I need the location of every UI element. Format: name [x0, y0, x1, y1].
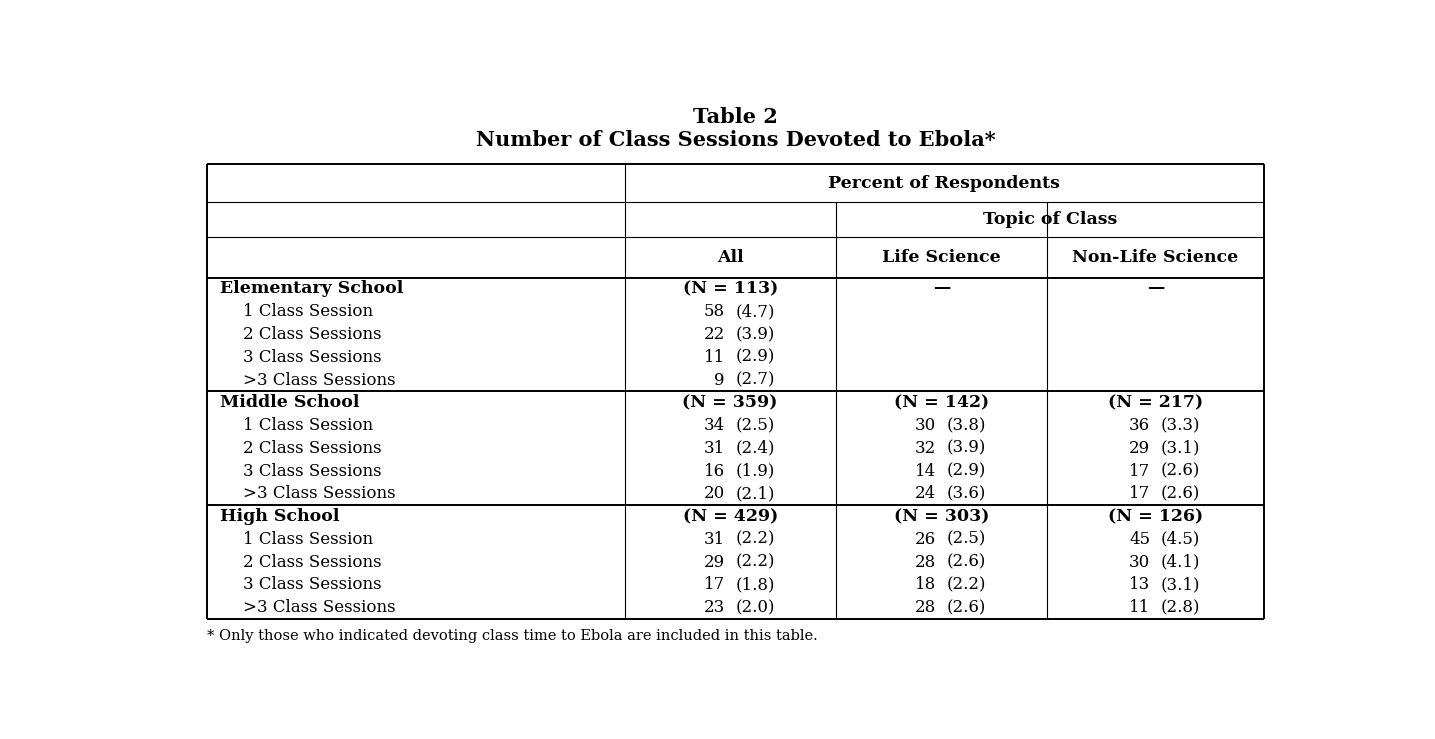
Text: 31: 31	[703, 531, 725, 548]
Text: 30: 30	[916, 417, 936, 434]
Text: (2.5): (2.5)	[947, 531, 986, 548]
Text: 1 Class Session: 1 Class Session	[243, 417, 373, 434]
Text: (N = 217): (N = 217)	[1108, 395, 1203, 412]
Text: 17: 17	[703, 576, 725, 593]
Text: (2.4): (2.4)	[735, 440, 775, 457]
Text: 2 Class Sessions: 2 Class Sessions	[243, 554, 382, 571]
Text: Elementary School: Elementary School	[220, 281, 403, 298]
Text: (2.6): (2.6)	[947, 554, 986, 571]
Text: (3.8): (3.8)	[947, 417, 986, 434]
Text: 2 Class Sessions: 2 Class Sessions	[243, 326, 382, 343]
Text: (N = 126): (N = 126)	[1108, 508, 1203, 525]
Text: 26: 26	[916, 531, 936, 548]
Text: (N = 303): (N = 303)	[894, 508, 989, 525]
Text: 36: 36	[1129, 417, 1149, 434]
Text: 29: 29	[703, 554, 725, 571]
Text: 29: 29	[1129, 440, 1149, 457]
Text: (N = 359): (N = 359)	[683, 395, 778, 412]
Text: 32: 32	[916, 440, 936, 457]
Text: (4.7): (4.7)	[735, 303, 775, 320]
Text: >3 Class Sessions: >3 Class Sessions	[243, 372, 396, 389]
Text: Table 2: Table 2	[693, 107, 778, 127]
Text: (3.9): (3.9)	[735, 326, 775, 343]
Text: (3.9): (3.9)	[947, 440, 986, 457]
Text: Number of Class Sessions Devoted to Ebola*: Number of Class Sessions Devoted to Ebol…	[475, 130, 996, 150]
Text: 45: 45	[1129, 531, 1149, 548]
Text: * Only those who indicated devoting class time to Ebola are included in this tab: * Only those who indicated devoting clas…	[207, 629, 818, 643]
Text: (2.9): (2.9)	[947, 463, 986, 480]
Text: (2.6): (2.6)	[947, 599, 986, 616]
Text: >3 Class Sessions: >3 Class Sessions	[243, 486, 396, 503]
Text: (2.2): (2.2)	[947, 576, 986, 593]
Text: Life Science: Life Science	[883, 248, 1000, 265]
Text: (2.7): (2.7)	[735, 372, 775, 389]
Text: (2.2): (2.2)	[735, 554, 775, 571]
Text: 9: 9	[715, 372, 725, 389]
Text: 20: 20	[703, 486, 725, 503]
Text: (1.9): (1.9)	[735, 463, 775, 480]
Text: 24: 24	[916, 486, 936, 503]
Text: 23: 23	[703, 599, 725, 616]
Text: (N = 142): (N = 142)	[894, 395, 989, 412]
Text: (3.3): (3.3)	[1161, 417, 1200, 434]
Text: 13: 13	[1129, 576, 1149, 593]
Text: Topic of Class: Topic of Class	[983, 211, 1116, 228]
Text: (N = 429): (N = 429)	[683, 508, 778, 525]
Text: 28: 28	[916, 599, 936, 616]
Text: (2.6): (2.6)	[1161, 486, 1200, 503]
Text: (N = 113): (N = 113)	[683, 281, 778, 298]
Text: 11: 11	[1129, 599, 1149, 616]
Text: 11: 11	[703, 349, 725, 366]
Text: 30: 30	[1129, 554, 1149, 571]
Text: 3 Class Sessions: 3 Class Sessions	[243, 349, 382, 366]
Text: Middle School: Middle School	[220, 395, 359, 412]
Text: (2.1): (2.1)	[735, 486, 775, 503]
Text: All: All	[716, 248, 743, 265]
Text: (3.1): (3.1)	[1161, 440, 1200, 457]
Text: (2.5): (2.5)	[735, 417, 775, 434]
Text: (2.6): (2.6)	[1161, 463, 1200, 480]
Text: 1 Class Session: 1 Class Session	[243, 303, 373, 320]
Text: (2.0): (2.0)	[735, 599, 775, 616]
Text: High School: High School	[220, 508, 339, 525]
Text: 22: 22	[703, 326, 725, 343]
Text: 14: 14	[916, 463, 936, 480]
Text: Percent of Respondents: Percent of Respondents	[828, 174, 1060, 191]
Text: 3 Class Sessions: 3 Class Sessions	[243, 576, 382, 593]
Text: Non-Life Science: Non-Life Science	[1072, 248, 1238, 265]
Text: (2.9): (2.9)	[735, 349, 775, 366]
Text: 34: 34	[703, 417, 725, 434]
Text: (2.8): (2.8)	[1161, 599, 1200, 616]
Text: 3 Class Sessions: 3 Class Sessions	[243, 463, 382, 480]
Text: 58: 58	[703, 303, 725, 320]
Text: 17: 17	[1129, 463, 1149, 480]
Text: —: —	[1147, 281, 1164, 298]
Text: 17: 17	[1129, 486, 1149, 503]
Text: 2 Class Sessions: 2 Class Sessions	[243, 440, 382, 457]
Text: 31: 31	[703, 440, 725, 457]
Text: (3.6): (3.6)	[947, 486, 986, 503]
Text: 18: 18	[916, 576, 936, 593]
Text: (4.5): (4.5)	[1161, 531, 1200, 548]
Text: (2.2): (2.2)	[735, 531, 775, 548]
Text: (4.1): (4.1)	[1161, 554, 1200, 571]
Bar	[207, 164, 1264, 619]
Text: >3 Class Sessions: >3 Class Sessions	[243, 599, 396, 616]
Text: 1 Class Session: 1 Class Session	[243, 531, 373, 548]
Text: 28: 28	[916, 554, 936, 571]
Text: —: —	[933, 281, 950, 298]
Text: (1.8): (1.8)	[735, 576, 775, 593]
Text: (3.1): (3.1)	[1161, 576, 1200, 593]
Text: 16: 16	[703, 463, 725, 480]
